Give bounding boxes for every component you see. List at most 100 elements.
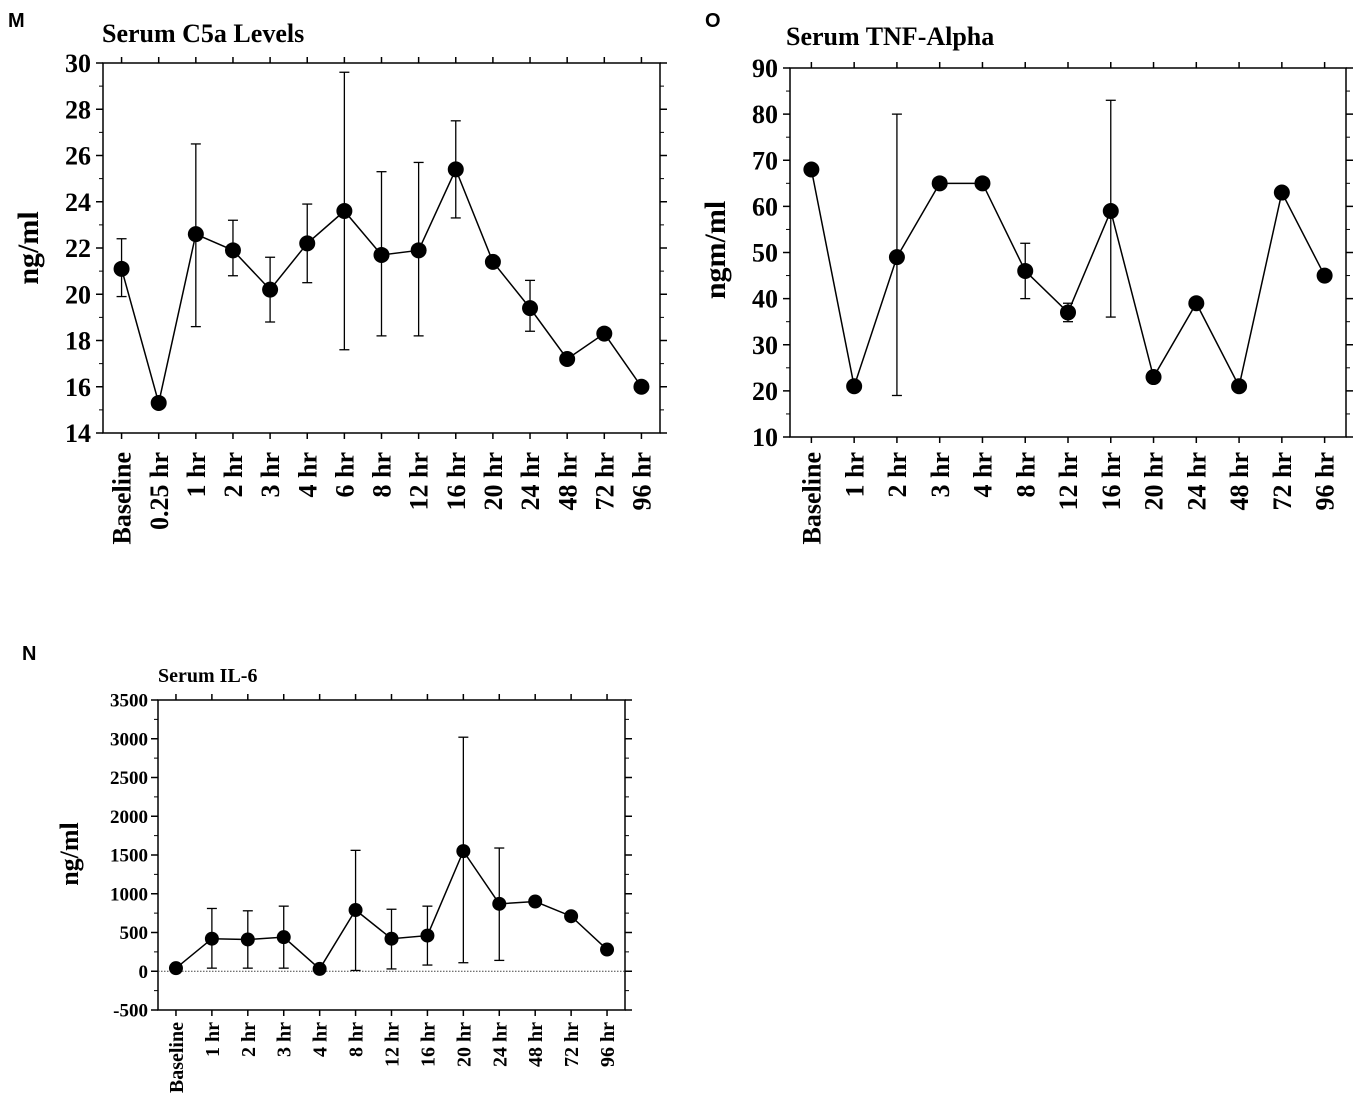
chart-title: Serum TNF-Alpha (786, 22, 994, 51)
plot-area: 14 16 18 20 22 24 26 28 30 Baseline 0.25 hr 1 hr 2 h… (65, 49, 667, 544)
data-point (168, 961, 183, 976)
x-tick-label: 1 hr (202, 1022, 224, 1057)
x-tick-label: 0.25 hr (145, 452, 174, 530)
y-tick-label: 26 (65, 142, 91, 171)
y-tick-label: 80 (752, 100, 778, 129)
panel-letter: M (8, 10, 25, 32)
y-axis-label: ngm/ml (699, 201, 732, 299)
x-tick-label: 24 hr (516, 452, 545, 511)
x-tick-label: 72 hr (590, 452, 619, 511)
data-point (564, 909, 579, 924)
y-tick-label: 18 (65, 327, 91, 356)
data-point (974, 175, 991, 192)
data-point (456, 844, 471, 859)
chart-title: Serum IL-6 (158, 665, 257, 687)
data-point (1060, 304, 1076, 321)
y-tick-label: 22 (65, 234, 91, 263)
x-tick-label: 96 hr (1311, 452, 1340, 511)
data-point (373, 246, 390, 263)
x-tick-label: 96 hr (597, 1022, 619, 1067)
x-tick-label: 16 hr (417, 1022, 439, 1067)
data-point (204, 931, 219, 946)
plot-frame (789, 67, 1347, 438)
x-tick-label: 48 hr (1225, 452, 1254, 511)
x-tick-label: 6 hr (330, 452, 359, 498)
y-tick-label: 28 (65, 95, 91, 124)
data-point (931, 175, 948, 192)
y-tick-label: 3000 (110, 729, 148, 750)
y-axis-label: ng/ml (55, 822, 84, 886)
x-tick-label: 72 hr (1268, 452, 1297, 511)
x-tick-label: Baseline (166, 1022, 188, 1093)
x-tick-label: 48 hr (525, 1022, 547, 1067)
x-tick-label: 1 hr (182, 452, 211, 498)
plot-area: 10 20 30 40 50 60 70 80 90 Baseline 1 hr 2 hr 3 hr 4 … (752, 54, 1353, 544)
data-point (1145, 369, 1162, 386)
data-point (420, 928, 435, 943)
data-point (1017, 262, 1034, 279)
data-point (846, 378, 863, 395)
data-point (888, 249, 905, 266)
y-tick-label: 30 (752, 331, 778, 360)
x-tick-label: 1 hr (840, 452, 869, 498)
panel-letter: N (22, 643, 36, 665)
y-tick-label: 90 (752, 54, 778, 83)
x-tick-label: 12 hr (382, 1022, 404, 1067)
chart-panel-n: N Serum IL-6 ng/ml -500 0 500 1000 1500 2000 2… (22, 643, 632, 1093)
data-point (187, 226, 204, 243)
y-tick-label: 30 (65, 49, 91, 78)
y-axis-label: ng/ml (12, 211, 45, 284)
x-tick-label: 16 hr (442, 452, 471, 511)
data-point (262, 281, 279, 298)
y-tick-label: 70 (752, 146, 778, 175)
data-point (484, 253, 501, 270)
x-tick-label: 48 hr (553, 452, 582, 511)
data-point (384, 931, 399, 946)
data-point (1316, 267, 1333, 284)
data-point (559, 351, 576, 367)
x-tick-label: 24 hr (489, 1022, 511, 1067)
data-point (150, 394, 167, 411)
data-point (113, 260, 130, 277)
y-tick-label: 1000 (110, 884, 148, 905)
data-point (596, 325, 613, 342)
data-point (299, 235, 316, 252)
x-tick-label: 4 hr (310, 1022, 332, 1057)
y-tick-label: 20 (752, 377, 778, 406)
data-point (447, 161, 464, 178)
plot-area: -500 0 500 1000 1500 2000 2500 3000 3500 Baseline… (110, 691, 632, 1093)
x-tick-label: Baseline (797, 452, 826, 544)
x-tick-label: 4 hr (293, 452, 322, 498)
x-tick-label: 2 hr (219, 452, 248, 498)
data-point (224, 242, 241, 259)
data-point (1188, 295, 1205, 312)
x-tick-label: 3 hr (256, 452, 285, 498)
y-tick-label: 14 (65, 419, 91, 448)
data-point (522, 300, 539, 317)
data-point (336, 203, 353, 219)
y-tick-label: 20 (65, 280, 91, 309)
y-tick-label: 40 (752, 285, 778, 314)
y-tick-label: 50 (752, 239, 778, 268)
data-point (276, 930, 291, 945)
data-point (528, 894, 543, 909)
x-tick-label: 3 hr (926, 452, 955, 498)
x-tick-label: 20 hr (1140, 452, 1169, 511)
y-tick-label: 500 (120, 923, 149, 944)
data-point (633, 378, 650, 395)
y-tick-label: 16 (65, 373, 91, 402)
data-point (492, 896, 507, 911)
data-point (240, 932, 255, 947)
x-tick-label: 96 hr (628, 452, 657, 511)
data-point (1273, 184, 1290, 201)
data-point (348, 903, 363, 918)
y-tick-label: 2500 (110, 768, 148, 789)
y-tick-label: 10 (752, 423, 778, 452)
data-point (312, 961, 327, 976)
x-tick-label: 12 hr (1054, 452, 1083, 511)
data-point (1231, 378, 1248, 395)
y-tick-label: 1500 (110, 846, 148, 867)
x-tick-label: 8 hr (368, 452, 397, 498)
y-tick-label: 24 (65, 188, 91, 217)
data-point (1102, 202, 1119, 219)
